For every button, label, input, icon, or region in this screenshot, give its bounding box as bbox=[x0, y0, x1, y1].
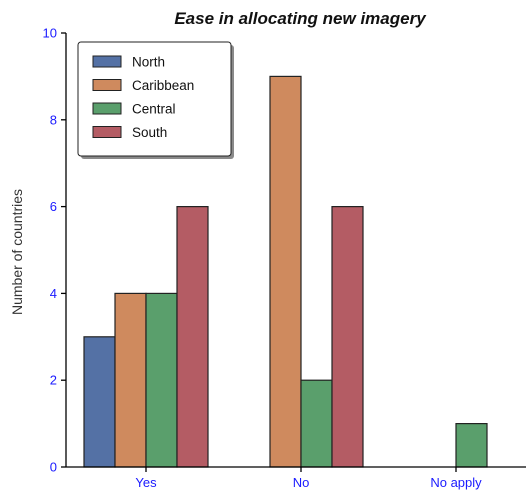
legend-label-caribbean: Caribbean bbox=[132, 78, 194, 93]
legend-swatch-caribbean bbox=[92, 79, 122, 91]
legend-label-central: Central bbox=[132, 102, 176, 117]
bar-south-yes bbox=[176, 206, 209, 468]
bar-central-no-apply bbox=[455, 423, 488, 468]
y-tick-label: 10 bbox=[43, 26, 57, 41]
x-tick-label: No bbox=[293, 475, 310, 490]
legend-swatch-north bbox=[92, 55, 122, 68]
bar-caribbean-no bbox=[269, 75, 302, 468]
x-tick-label: Yes bbox=[135, 475, 157, 490]
y-axis-label: Number of countries bbox=[9, 189, 25, 315]
axes-layer: 0 2 4 6 8 10 Yes No No apply bbox=[43, 26, 526, 490]
chart-title: Ease in allocating new imagery bbox=[174, 9, 427, 28]
bar-caribbean-yes bbox=[114, 292, 147, 468]
legend-label-north: North bbox=[132, 55, 165, 70]
y-tick-label: 0 bbox=[50, 460, 57, 475]
y-tick-label: 4 bbox=[50, 286, 57, 301]
legend-swatch-south bbox=[92, 126, 122, 138]
x-tick-label: No apply bbox=[430, 475, 482, 490]
legend-label-south: South bbox=[132, 125, 167, 140]
bar-north-yes bbox=[83, 336, 116, 468]
y-tick-label: 6 bbox=[50, 199, 57, 214]
legend-swatch-central bbox=[92, 102, 122, 115]
y-tick-label: 2 bbox=[50, 373, 57, 388]
bar-central-no bbox=[300, 379, 333, 468]
legend: North Caribbean Central South bbox=[77, 41, 234, 159]
y-tick-label: 8 bbox=[50, 112, 57, 127]
bar-south-no bbox=[331, 206, 364, 468]
bars-layer bbox=[83, 75, 488, 468]
bar-central-yes bbox=[145, 292, 178, 468]
